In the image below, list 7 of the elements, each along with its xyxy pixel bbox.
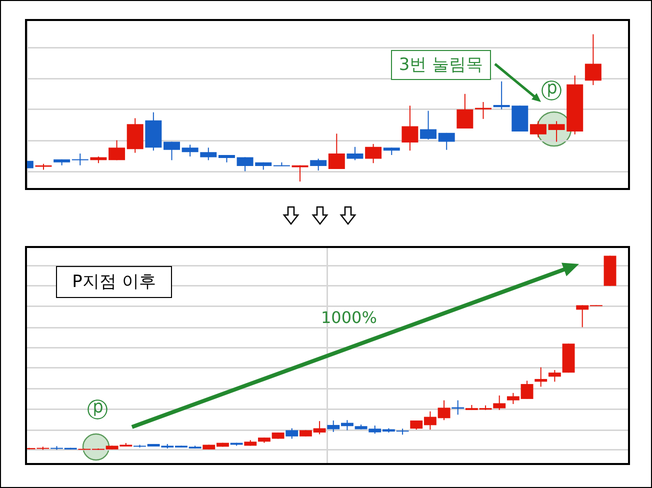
annotation: 1000% — [321, 308, 377, 327]
candlestick — [475, 102, 492, 119]
annotation: P지점 이후 — [56, 266, 172, 298]
annotation: ⓟ — [87, 398, 108, 422]
annotation: ⓟ — [541, 79, 562, 103]
annotation: 3번 눌림목 — [391, 50, 491, 80]
candlestick — [72, 154, 88, 166]
